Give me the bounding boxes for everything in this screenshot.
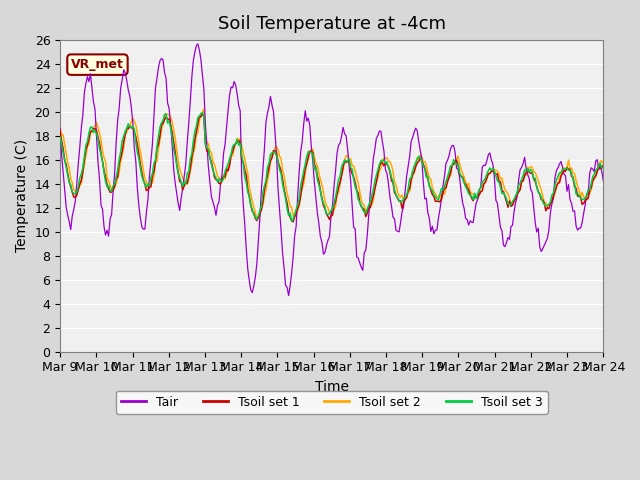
Legend: Tair, Tsoil set 1, Tsoil set 2, Tsoil set 3: Tair, Tsoil set 1, Tsoil set 2, Tsoil se…: [116, 391, 548, 414]
Title: Soil Temperature at -4cm: Soil Temperature at -4cm: [218, 15, 445, 33]
Text: VR_met: VR_met: [71, 58, 124, 71]
X-axis label: Time: Time: [315, 380, 349, 394]
Y-axis label: Temperature (C): Temperature (C): [15, 139, 29, 252]
